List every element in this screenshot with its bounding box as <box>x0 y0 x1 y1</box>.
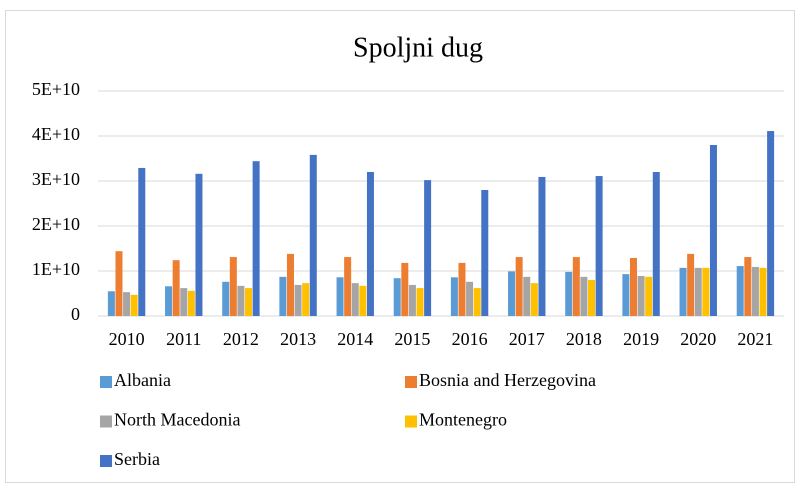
legend-label: North Macedonia <box>114 410 240 430</box>
bar <box>344 257 352 316</box>
bar <box>702 267 710 316</box>
bar <box>508 271 516 316</box>
bar <box>195 173 203 316</box>
x-tick-label: 2013 <box>280 329 316 349</box>
bar <box>751 266 759 316</box>
legend-label: Bosnia and Herzegovina <box>419 370 596 390</box>
y-tick-label: 0 <box>71 304 80 324</box>
bar <box>622 274 630 316</box>
bar <box>130 294 138 316</box>
legend-swatch <box>405 415 417 428</box>
bar <box>538 176 546 316</box>
bar <box>180 288 188 316</box>
x-tick-label: 2020 <box>680 329 716 349</box>
x-tick-label: 2010 <box>109 329 145 349</box>
x-tick-label: 2016 <box>452 329 488 349</box>
x-tick-label: 2012 <box>223 329 259 349</box>
bar <box>222 281 230 316</box>
x-tick-label: 2018 <box>566 329 602 349</box>
bar <box>736 266 744 316</box>
legend-swatch <box>100 376 112 388</box>
bar <box>302 283 310 316</box>
y-tick-label: 4E+10 <box>32 124 80 144</box>
bar <box>744 257 752 316</box>
legend-label: Montenegro <box>419 410 507 430</box>
bar <box>187 290 195 316</box>
bar <box>450 277 458 316</box>
bar <box>595 176 603 316</box>
y-tick-label: 2E+10 <box>32 214 80 234</box>
bar <box>588 280 596 316</box>
bar <box>279 276 287 316</box>
bar <box>530 283 538 316</box>
legend-label: Albania <box>114 370 171 390</box>
bar <box>709 145 717 316</box>
bar <box>629 257 637 316</box>
bar <box>565 271 573 316</box>
bar <box>759 267 767 316</box>
bar <box>237 285 245 316</box>
x-tick-label: 2014 <box>337 329 373 349</box>
bar <box>572 257 580 316</box>
bar <box>245 288 253 316</box>
chart-title: Spoljni dug <box>353 32 483 63</box>
bar <box>679 267 687 316</box>
bar <box>645 276 653 316</box>
bar <box>458 262 466 316</box>
legend-swatch <box>100 415 112 428</box>
bar <box>687 253 695 316</box>
x-tick-label: 2011 <box>166 329 201 349</box>
bar <box>694 267 702 316</box>
bar <box>393 278 401 316</box>
legend-label: Serbia <box>114 449 160 469</box>
bar <box>165 286 173 316</box>
bar <box>767 131 775 316</box>
bar <box>138 167 146 316</box>
legend-swatch <box>405 376 417 388</box>
bar <box>107 291 115 316</box>
x-tick-label: 2021 <box>737 329 773 349</box>
bar <box>401 262 409 316</box>
y-tick-label: 1E+10 <box>32 259 80 279</box>
chart-frame <box>5 10 795 483</box>
bar <box>123 292 131 316</box>
bar <box>580 276 588 316</box>
bar <box>424 180 432 316</box>
bar <box>481 190 489 316</box>
bar <box>229 257 237 316</box>
bar <box>286 253 294 316</box>
y-tick-label: 5E+10 <box>32 79 80 99</box>
bar <box>515 257 523 316</box>
bar <box>473 288 481 316</box>
x-tick-label: 2019 <box>623 329 659 349</box>
x-tick-label: 2015 <box>394 329 430 349</box>
bar <box>466 281 474 316</box>
bar <box>523 276 531 316</box>
bar <box>309 154 317 316</box>
y-tick-label: 3E+10 <box>32 169 80 189</box>
bar <box>115 251 123 316</box>
bar <box>172 260 180 316</box>
legend-swatch <box>100 455 112 467</box>
bar <box>294 284 302 316</box>
bar <box>416 288 424 316</box>
x-tick-label: 2017 <box>509 329 545 349</box>
bar <box>637 275 645 316</box>
bar <box>252 161 260 316</box>
bar <box>351 283 359 316</box>
bar <box>366 172 374 316</box>
bar <box>408 284 416 316</box>
bar <box>359 285 367 316</box>
bar <box>336 277 344 316</box>
bar <box>652 172 660 316</box>
